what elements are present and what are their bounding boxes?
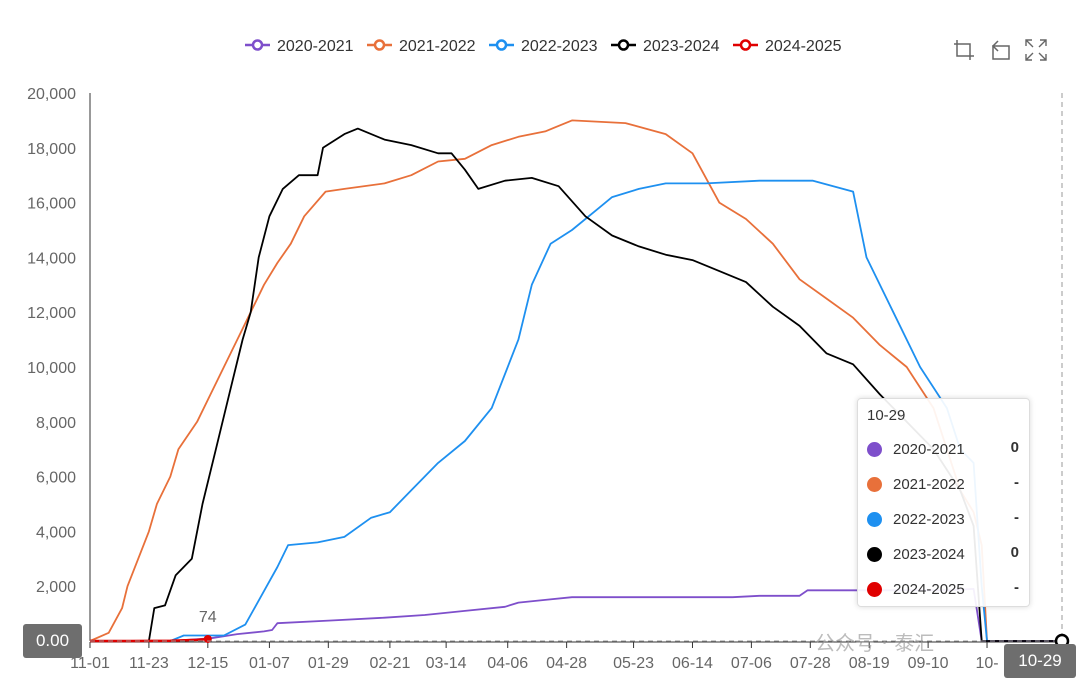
tooltip-row: 2021-2022 - [867,474,1025,496]
series-dot-icon [867,547,882,562]
y-tick-label: 16,000 [27,196,76,213]
legend-item-2021-2022[interactable]: 2021-2022 [367,38,476,55]
tooltip-row: 2020-2021 0 [867,439,1025,461]
series-line-2022-2023 [90,179,988,642]
x-tick-label: 02-21 [369,655,410,672]
tooltip-series-value: - [1014,474,1019,491]
restore-icon[interactable] [989,38,1013,62]
y-pointer-label: 0.00 [23,624,82,658]
y-tick-label: 12,000 [27,305,76,322]
x-tick-label: 12-15 [187,655,228,672]
data-label: 74 [199,609,217,626]
legend-item-2023-2024[interactable]: 2023-2024 [611,38,720,55]
tooltip-series-value: - [1014,579,1019,596]
legend-label: 2024-2025 [765,38,842,55]
x-tick-label: 07-28 [790,655,831,672]
zoom-icon[interactable] [952,38,976,62]
tooltip: 10-29 2020-2021 0 2021-2022 - 2022-2023 … [857,398,1030,607]
legend-marker-icon [617,39,630,51]
x-tick-label: 11-23 [129,655,169,672]
x-tick-label: 04-06 [487,655,528,672]
legend-item-2020-2021[interactable]: 2020-2021 [245,38,354,55]
watermark: 公众号 · 泰汇 [815,631,935,655]
legend-item-2022-2023[interactable]: 2022-2023 [489,38,598,55]
legend-marker-icon [495,39,508,51]
data-point [203,634,212,643]
x-tick-label: 03-14 [426,655,467,672]
y-tick-label: 4,000 [36,524,76,541]
tooltip-series-name: 2024-2025 [893,581,965,598]
y-tick-label: 14,000 [27,250,76,267]
legend-marker-icon [251,39,264,51]
series-line-2023-2024 [90,127,1062,642]
x-tick-label: 10- [975,655,998,672]
legend-marker-icon [739,39,752,51]
x-tick-label: 04-28 [546,655,587,672]
axes: 2,000 4,000 6,000 8,000 10,000 12,000 14,000 16… [27,86,1062,672]
x-tick-label: 01-07 [249,655,290,672]
x-tick-label: 05-23 [613,655,654,672]
legend-label: 2022-2023 [521,38,598,55]
tooltip-series-name: 2020-2021 [893,441,965,458]
y-tick-label: 18,000 [27,141,76,158]
series-dot-icon [867,512,882,527]
x-tick-label: 01-29 [308,655,349,672]
series-line-2021-2022 [89,119,988,642]
y-tick-label: 6,000 [36,470,76,487]
legend-label: 2021-2022 [399,38,476,55]
tooltip-row: 2023-2024 0 [867,544,1025,566]
tooltip-row: 2024-2025 - [867,579,1025,601]
tooltip-series-value: 0 [1010,544,1019,561]
x-tick-label: 07-06 [731,655,772,672]
tooltip-series-value: 0 [1010,439,1019,456]
tooltip-series-name: 2021-2022 [893,476,965,493]
legend-item-2024-2025[interactable]: 2024-2025 [733,38,842,55]
y-gridlines [90,92,1062,587]
legend-label: 2023-2024 [643,38,720,55]
tooltip-title: 10-29 [867,407,906,424]
series-line-2024-2025 [90,637,208,643]
y-tick-label: 8,000 [36,415,76,432]
series-dot-icon [867,582,882,597]
tooltip-series-value: - [1014,509,1019,526]
y-tick-label: 2,000 [36,579,76,596]
tooltip-series-name: 2022-2023 [893,511,965,528]
y-tick-label: 10,000 [27,360,76,377]
x-tick-label: 11-01 [70,655,110,672]
x-pointer-label: 10-29 [1004,644,1076,678]
x-tick-label: 09-10 [908,655,949,672]
tooltip-row: 2022-2023 - [867,509,1025,531]
legend-label: 2020-2021 [277,38,354,55]
y-tick-label: 20,000 [27,86,76,103]
tooltip-series-name: 2023-2024 [893,546,965,563]
series-dot-icon [867,477,882,492]
legend[interactable]: 2020-2021 2021-2022 2022-2023 2023-2024 2024… [245,38,842,55]
legend-marker-icon [373,39,386,51]
fullscreen-icon[interactable] [1024,38,1048,62]
x-tick-label: 06-14 [672,655,713,672]
x-tick-label: 08-19 [849,655,890,672]
series-dot-icon [867,442,882,457]
